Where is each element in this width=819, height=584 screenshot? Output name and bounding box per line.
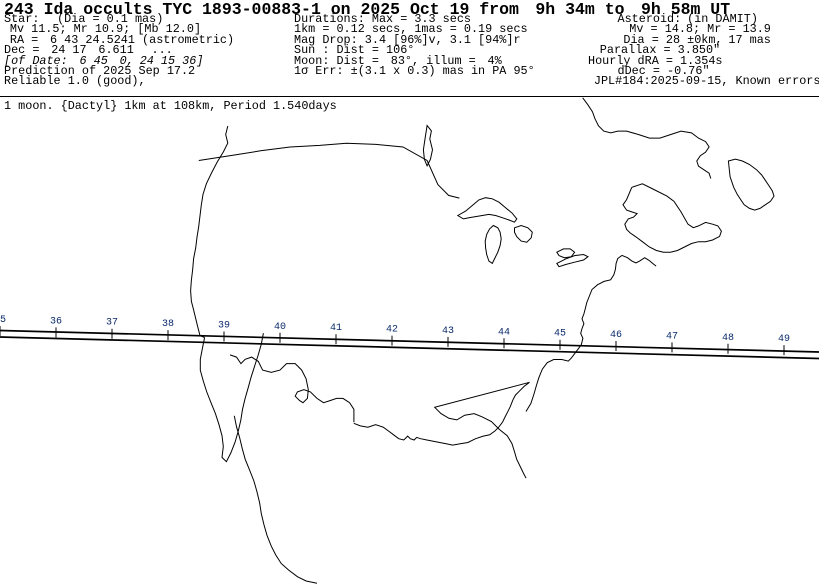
svg-text:36: 36 xyxy=(50,316,62,327)
svg-text:49: 49 xyxy=(778,334,790,345)
svg-text:38: 38 xyxy=(162,319,174,330)
svg-text:37: 37 xyxy=(106,318,118,329)
svg-text:48: 48 xyxy=(722,333,734,344)
svg-text:46: 46 xyxy=(610,330,622,341)
svg-text:43: 43 xyxy=(442,326,454,337)
svg-text:41: 41 xyxy=(330,323,342,334)
svg-text:39: 39 xyxy=(218,321,230,332)
svg-text:42: 42 xyxy=(386,325,398,336)
svg-text:35: 35 xyxy=(0,315,6,326)
svg-text:44: 44 xyxy=(498,327,510,338)
svg-text:47: 47 xyxy=(666,331,678,342)
svg-text:40: 40 xyxy=(274,322,286,333)
svg-text:45: 45 xyxy=(554,329,566,340)
